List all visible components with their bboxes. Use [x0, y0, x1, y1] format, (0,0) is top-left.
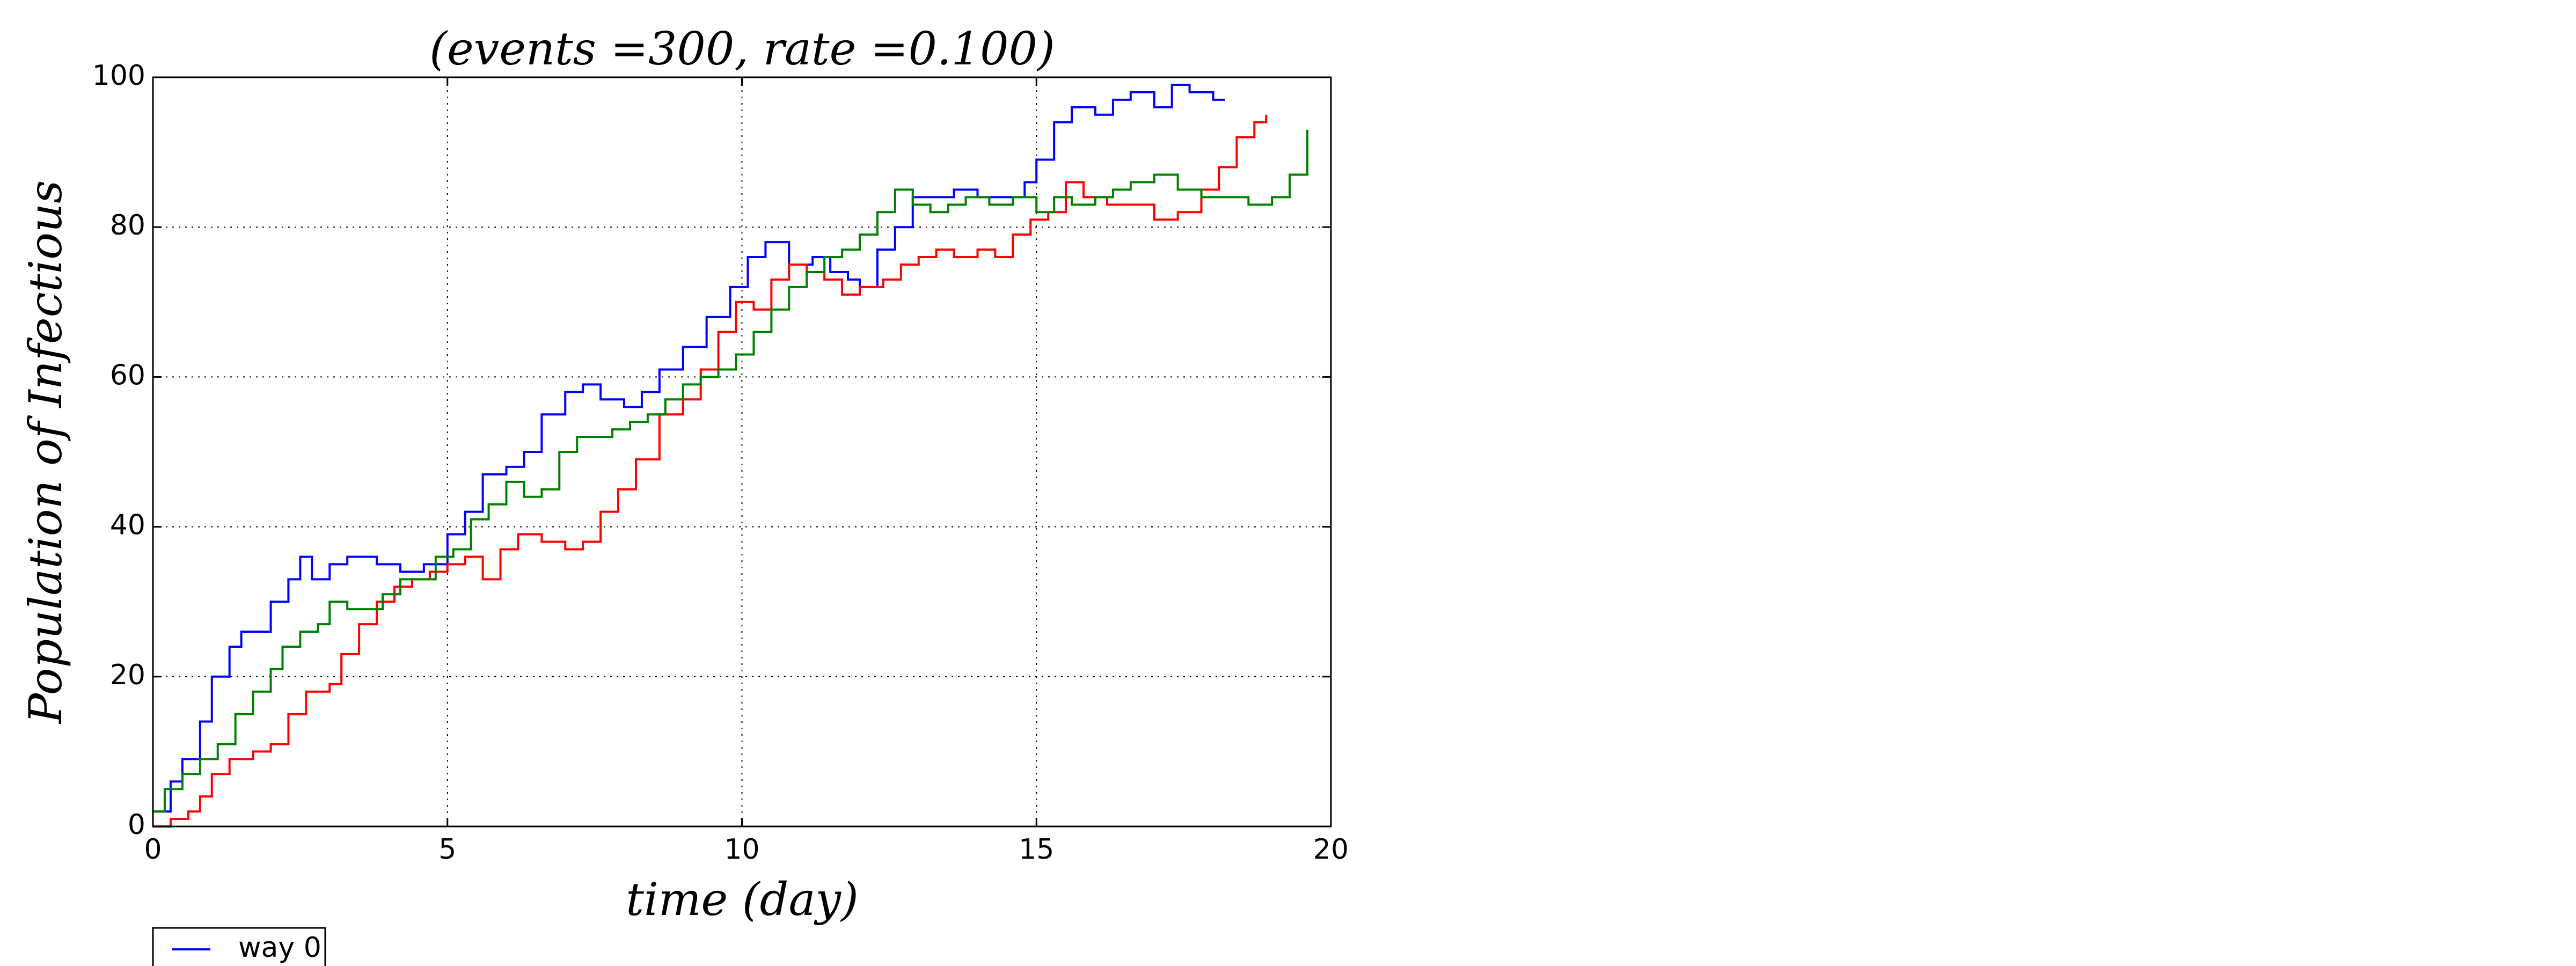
x-tick-label: 10	[724, 833, 759, 866]
chart-title: (events =300, rate =0.100)	[429, 23, 1055, 75]
x-tick-label: 20	[1313, 833, 1349, 866]
legend-box	[152, 927, 326, 966]
y-tick-label: 60	[110, 359, 145, 391]
y-tick-label: 0	[128, 809, 145, 841]
x-tick-label: 0	[144, 833, 162, 866]
x-tick-label: 15	[1019, 833, 1054, 866]
legend-label: way 0	[238, 932, 321, 964]
x-axis-label: time (day)	[626, 873, 859, 926]
x-tick-label: 5	[438, 833, 456, 866]
plot-frame	[152, 76, 1332, 828]
y-axis-label: Population of Infectious	[19, 180, 72, 724]
data-line	[153, 129, 1309, 813]
y-tick-label: 100	[92, 60, 145, 92]
y-tick-label: 80	[110, 209, 145, 241]
y-tick-label: 20	[110, 659, 145, 691]
data-line	[153, 83, 1225, 813]
y-tick-label: 40	[110, 509, 145, 541]
